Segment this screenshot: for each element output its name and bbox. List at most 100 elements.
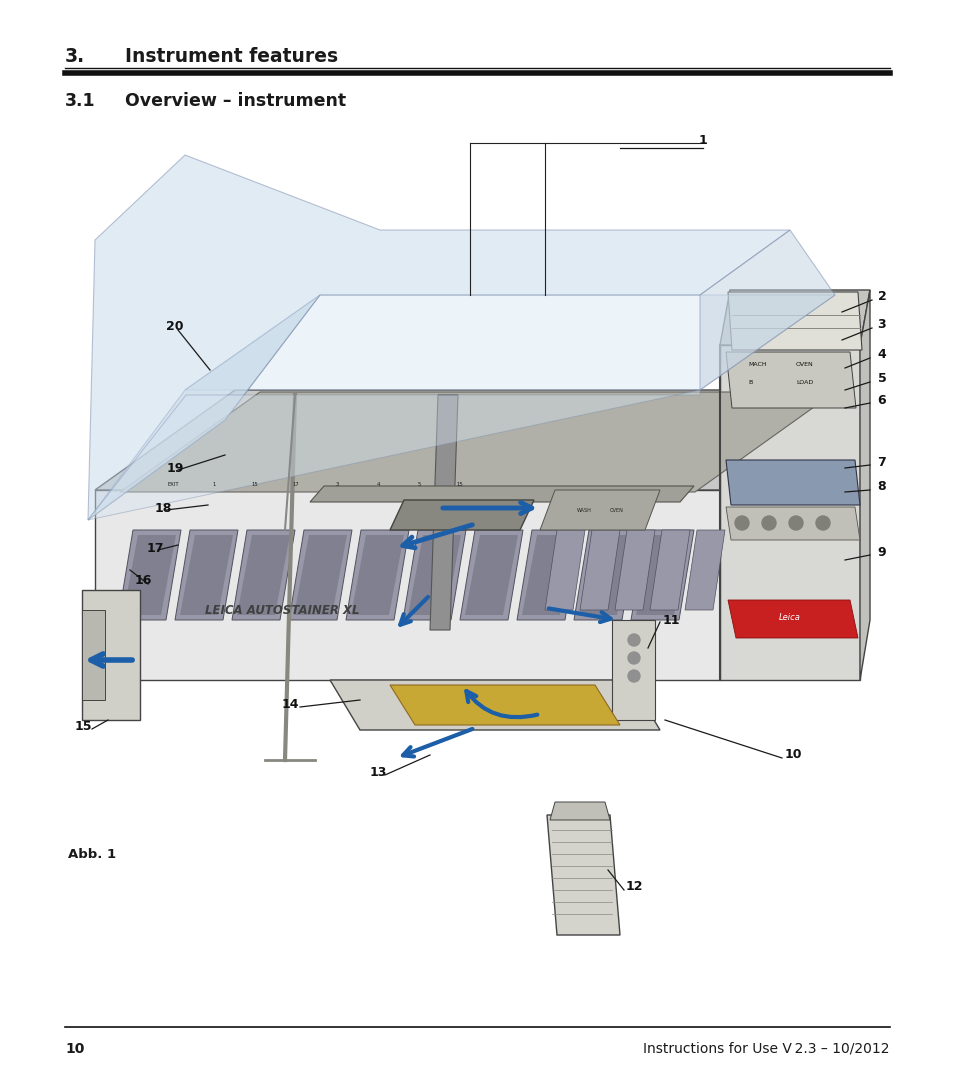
Polygon shape (546, 815, 619, 935)
Text: MACH: MACH (747, 362, 766, 367)
Text: Instrument features: Instrument features (125, 48, 337, 66)
Polygon shape (232, 530, 294, 620)
Circle shape (627, 670, 639, 681)
Polygon shape (346, 530, 409, 620)
Text: Leica: Leica (779, 613, 801, 622)
Polygon shape (636, 535, 688, 615)
Polygon shape (727, 600, 857, 638)
Polygon shape (118, 530, 181, 620)
Polygon shape (720, 390, 859, 680)
Polygon shape (725, 460, 859, 505)
Polygon shape (544, 530, 584, 610)
Text: 17: 17 (293, 483, 299, 487)
Text: 3.1: 3.1 (65, 92, 95, 110)
Polygon shape (390, 500, 534, 530)
Polygon shape (539, 490, 659, 530)
Polygon shape (612, 620, 655, 720)
Polygon shape (464, 535, 517, 615)
Polygon shape (289, 530, 352, 620)
Polygon shape (330, 680, 659, 730)
Polygon shape (294, 535, 347, 615)
Circle shape (815, 516, 829, 530)
Text: 11: 11 (661, 613, 679, 626)
Polygon shape (120, 392, 834, 492)
Text: WASH: WASH (576, 508, 591, 513)
Text: EXIT: EXIT (167, 483, 178, 487)
Text: Instructions for Use V 2.3 – 10/2012: Instructions for Use V 2.3 – 10/2012 (643, 1042, 889, 1056)
Polygon shape (720, 291, 869, 345)
Text: LEICA AUTOSTAINER XL: LEICA AUTOSTAINER XL (205, 604, 359, 617)
Polygon shape (82, 610, 105, 700)
Text: 7: 7 (877, 457, 885, 470)
Polygon shape (88, 295, 319, 519)
Polygon shape (390, 685, 619, 725)
Polygon shape (727, 292, 862, 350)
Polygon shape (574, 530, 637, 620)
Polygon shape (95, 390, 859, 490)
Polygon shape (430, 395, 457, 630)
Polygon shape (408, 535, 460, 615)
Polygon shape (236, 535, 290, 615)
Text: 14: 14 (281, 699, 298, 712)
Text: 3: 3 (877, 319, 885, 332)
Polygon shape (550, 802, 609, 820)
Polygon shape (185, 295, 834, 390)
Text: 4: 4 (877, 349, 885, 362)
Polygon shape (615, 530, 655, 610)
Text: 9: 9 (877, 545, 885, 558)
Text: 3: 3 (335, 483, 338, 487)
Text: 15: 15 (74, 719, 91, 732)
Circle shape (761, 516, 775, 530)
Polygon shape (180, 535, 233, 615)
Polygon shape (88, 156, 789, 519)
Text: 1: 1 (698, 134, 706, 147)
Polygon shape (123, 535, 175, 615)
Text: Abb. 1: Abb. 1 (68, 848, 116, 861)
Text: 5: 5 (877, 372, 885, 384)
Polygon shape (649, 530, 689, 610)
Text: 17: 17 (146, 541, 164, 554)
Polygon shape (88, 390, 700, 519)
Polygon shape (720, 345, 859, 680)
Polygon shape (630, 530, 693, 620)
Text: 18: 18 (154, 501, 172, 514)
Circle shape (788, 516, 802, 530)
Circle shape (627, 634, 639, 646)
Text: 12: 12 (624, 880, 642, 893)
Text: 8: 8 (877, 481, 885, 494)
Polygon shape (459, 530, 522, 620)
Polygon shape (725, 507, 859, 540)
Polygon shape (578, 535, 631, 615)
Polygon shape (174, 530, 237, 620)
Text: 6: 6 (877, 393, 885, 406)
Text: 13: 13 (369, 766, 386, 779)
Text: LOAD: LOAD (795, 380, 812, 384)
Text: 10: 10 (783, 748, 801, 761)
Polygon shape (310, 486, 693, 502)
Polygon shape (351, 535, 403, 615)
Text: 20: 20 (166, 321, 184, 334)
Polygon shape (402, 530, 465, 620)
Polygon shape (579, 530, 619, 610)
Polygon shape (859, 291, 869, 680)
Text: 19: 19 (166, 461, 184, 474)
Polygon shape (684, 530, 724, 610)
Text: OVEN: OVEN (609, 508, 623, 513)
Text: 15: 15 (252, 483, 258, 487)
Text: 10: 10 (65, 1042, 84, 1056)
Text: 5: 5 (416, 483, 420, 487)
Text: 15: 15 (456, 483, 463, 487)
Text: B: B (747, 380, 752, 384)
Text: 16: 16 (134, 575, 152, 588)
Polygon shape (95, 490, 720, 680)
Polygon shape (82, 590, 140, 720)
Text: 2: 2 (877, 291, 885, 303)
Circle shape (627, 652, 639, 664)
Polygon shape (700, 230, 834, 390)
Polygon shape (521, 535, 575, 615)
Polygon shape (517, 530, 579, 620)
Text: 4: 4 (375, 483, 379, 487)
Text: 1: 1 (213, 483, 215, 487)
Text: 3.: 3. (65, 48, 85, 66)
Circle shape (734, 516, 748, 530)
